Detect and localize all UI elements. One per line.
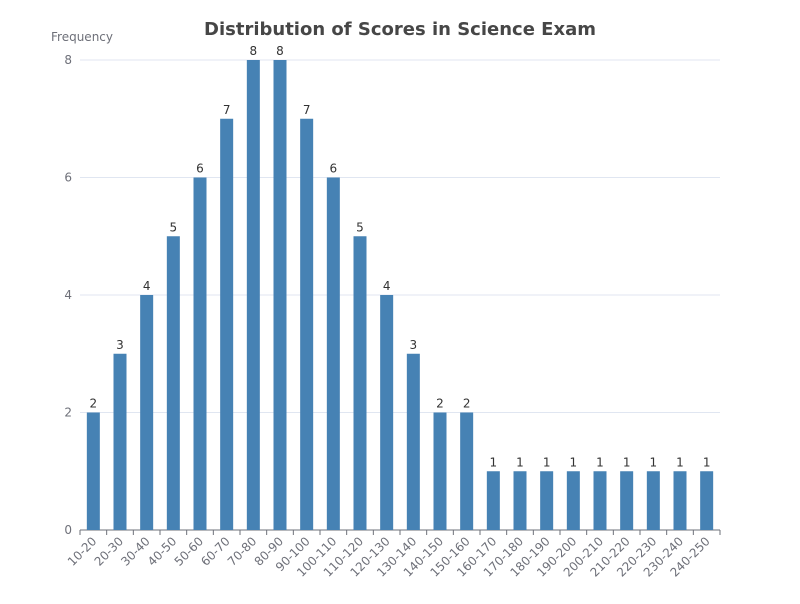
- data-label: 1: [596, 455, 604, 469]
- data-label: 1: [676, 455, 684, 469]
- data-label: 4: [383, 279, 391, 293]
- chart-title: Distribution of Scores in Science Exam: [204, 19, 596, 40]
- bar: [673, 471, 687, 530]
- data-label: 1: [516, 455, 524, 469]
- bar: [220, 118, 234, 530]
- bar: [406, 353, 420, 530]
- data-label: 1: [543, 455, 551, 469]
- x-tick-label: 10-20: [65, 534, 100, 569]
- bar: [486, 471, 500, 530]
- bar: [620, 471, 634, 530]
- x-tick-label: 40-50: [145, 534, 180, 569]
- bar: [513, 471, 527, 530]
- bar: [113, 353, 127, 530]
- y-tick-label: 4: [64, 288, 72, 302]
- data-label: 2: [90, 397, 98, 411]
- data-label: 1: [650, 455, 658, 469]
- bar: [273, 60, 287, 530]
- data-label: 7: [303, 103, 311, 117]
- bar: [433, 412, 447, 530]
- x-tick-label: 30-40: [118, 534, 153, 569]
- bar: [646, 471, 660, 530]
- x-tick-label: 70-80: [225, 534, 260, 569]
- bar: [86, 412, 100, 530]
- bar: [700, 471, 714, 530]
- data-label: 3: [116, 338, 124, 352]
- x-tick-label: 50-60: [172, 534, 207, 569]
- data-label: 5: [170, 220, 178, 234]
- bar: [593, 471, 607, 530]
- x-tick-label: 20-30: [92, 534, 127, 569]
- y-tick-label: 0: [64, 523, 72, 537]
- bar: [380, 295, 394, 530]
- bar: [246, 60, 260, 530]
- data-label: 1: [490, 455, 498, 469]
- data-label: 4: [143, 279, 151, 293]
- data-label: 2: [436, 397, 444, 411]
- data-label: 7: [223, 103, 231, 117]
- data-label: 1: [570, 455, 578, 469]
- data-label: 6: [330, 162, 338, 176]
- bar: [566, 471, 580, 530]
- y-tick-label: 8: [64, 53, 72, 67]
- data-label: 8: [276, 44, 284, 58]
- y-tick-label: 2: [64, 406, 72, 420]
- data-label: 1: [703, 455, 711, 469]
- bar: [300, 118, 314, 530]
- y-tick-label: 6: [64, 171, 72, 185]
- data-label: 2: [463, 397, 471, 411]
- data-label: 1: [623, 455, 631, 469]
- y-axis-title: Frequency: [51, 30, 113, 44]
- bar: [326, 177, 340, 530]
- x-tick-label: 60-70: [198, 534, 233, 569]
- data-label: 8: [250, 44, 258, 58]
- bar: [140, 295, 154, 530]
- data-label: 5: [356, 220, 364, 234]
- bar: [166, 236, 180, 530]
- data-label: 3: [410, 338, 418, 352]
- bar: [193, 177, 207, 530]
- bar: [540, 471, 554, 530]
- bar: [353, 236, 367, 530]
- bar: [460, 412, 474, 530]
- data-label: 6: [196, 162, 204, 176]
